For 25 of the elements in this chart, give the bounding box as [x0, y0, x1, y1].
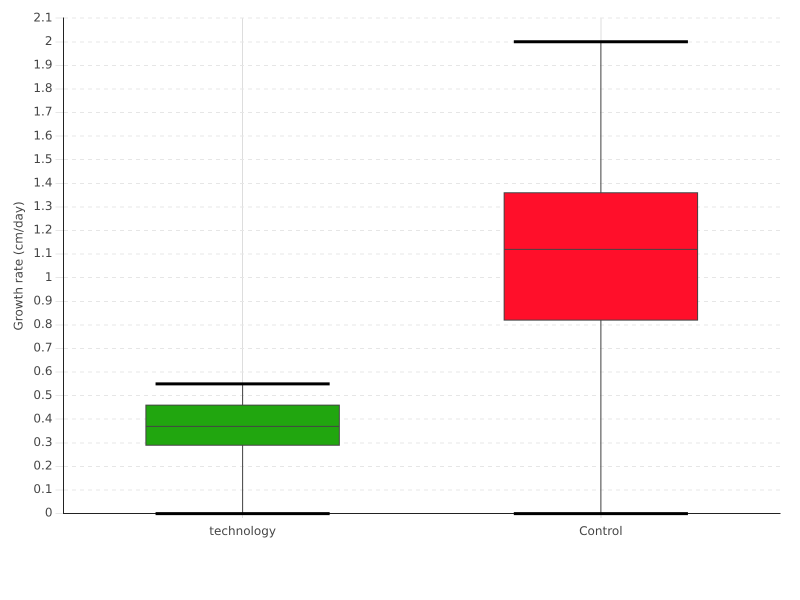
y-tick-label: 0.7 [33, 340, 52, 355]
y-tick-label: 1.1 [33, 246, 52, 260]
y-tick-label: 1.6 [33, 128, 52, 142]
y-tick-label: 0.4 [33, 411, 52, 426]
y-tick-label: 0.8 [33, 317, 52, 331]
y-tick-label: 2 [44, 34, 52, 48]
y-tick-label: 1.2 [33, 222, 52, 237]
y-tick-label: 0.9 [33, 293, 52, 308]
y-tick-label: 0.3 [33, 434, 52, 449]
y-tick-label: 0 [44, 506, 52, 520]
y-tick-label: 1.5 [33, 152, 52, 166]
y-tick-label: 1.8 [33, 81, 52, 96]
y-tick-label: 0.6 [33, 364, 52, 378]
y-tick-label: 1.9 [33, 58, 52, 72]
y-tick-label: 0.5 [33, 388, 52, 402]
y-tick-label: 0.2 [33, 458, 52, 473]
y-tick-label: 1 [44, 270, 52, 284]
y-tick-label: 2.1 [33, 10, 52, 24]
y-tick-label: 1.7 [33, 104, 52, 119]
y-axis-title: Growth rate (cm/day) [11, 201, 26, 331]
x-tick-label: Control [579, 524, 623, 538]
x-tick-label: technology [209, 524, 276, 538]
y-tick-label: 0.1 [33, 482, 52, 496]
y-tick-label: 1.4 [33, 175, 52, 190]
y-tick-label: 1.3 [33, 199, 52, 214]
